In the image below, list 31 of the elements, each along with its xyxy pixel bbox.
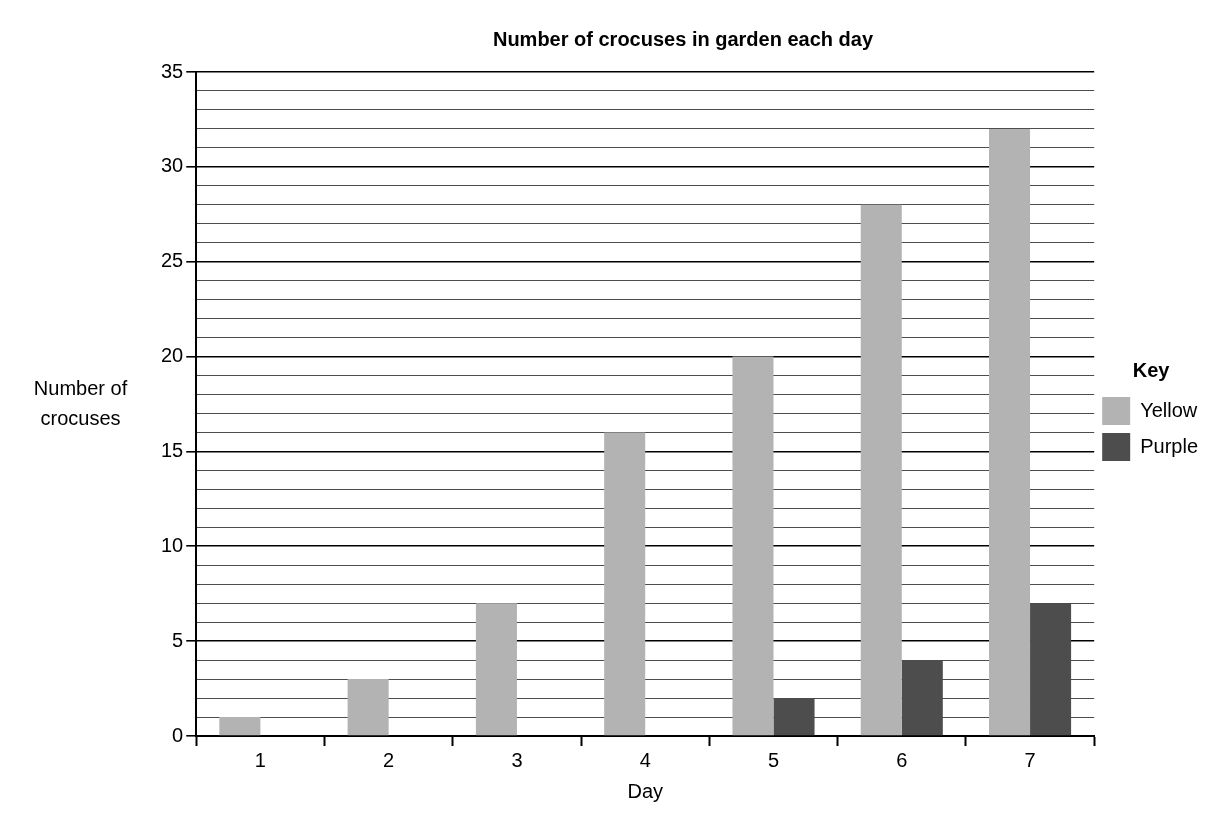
y-tick-label: 0 bbox=[172, 723, 184, 746]
chart-title: Number of crocuses in garden each day bbox=[492, 27, 874, 50]
legend-title: Key bbox=[1132, 358, 1171, 381]
y-tick-label: 15 bbox=[161, 438, 184, 461]
y-tick-label: 30 bbox=[161, 154, 184, 177]
bar bbox=[1030, 603, 1072, 736]
bar bbox=[773, 698, 815, 736]
y-tick-label: 25 bbox=[161, 249, 184, 272]
y-tick-label: 10 bbox=[161, 533, 184, 556]
legend-label: Yellow bbox=[1140, 398, 1198, 421]
x-tick-label: 1 bbox=[254, 748, 266, 771]
bar bbox=[604, 432, 646, 736]
x-tick-label: 4 bbox=[639, 748, 651, 771]
y-tick-label: 20 bbox=[161, 344, 184, 367]
y-tick-label: 5 bbox=[172, 628, 184, 651]
x-tick-label: 2 bbox=[383, 748, 395, 771]
bar bbox=[347, 679, 389, 736]
bar bbox=[901, 660, 943, 736]
x-tick-label: 5 bbox=[767, 748, 780, 771]
x-axis-title: Day bbox=[627, 779, 664, 802]
bar bbox=[989, 128, 1031, 736]
bar bbox=[475, 603, 517, 736]
legend-label: Purple bbox=[1140, 434, 1198, 457]
y-tick-label: 35 bbox=[161, 59, 184, 82]
bar bbox=[219, 717, 261, 736]
x-tick-label: 6 bbox=[896, 748, 908, 771]
bar bbox=[860, 204, 902, 736]
y-axis-title: Number of crocuses bbox=[32, 376, 129, 431]
x-tick-label: 3 bbox=[511, 748, 523, 771]
bar bbox=[732, 356, 774, 736]
x-tick-label: 7 bbox=[1024, 748, 1036, 771]
